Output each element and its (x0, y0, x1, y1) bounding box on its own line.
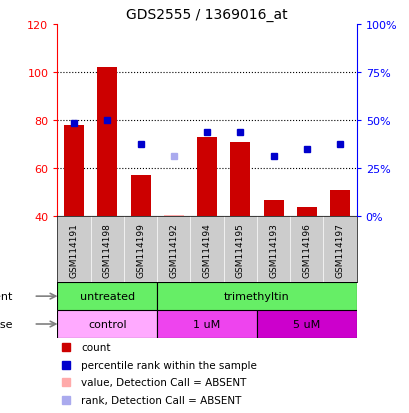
Text: GSM114191: GSM114191 (70, 222, 79, 277)
Bar (157, 310, 256, 338)
Text: percentile rank within the sample: percentile rank within the sample (81, 360, 256, 370)
Bar (57, 310, 157, 338)
Text: count: count (81, 342, 110, 352)
Text: agent: agent (0, 292, 13, 301)
Text: value, Detection Call = ABSENT: value, Detection Call = ABSENT (81, 377, 246, 387)
Bar (329, 190, 349, 217)
Bar (230, 142, 249, 217)
Bar (256, 310, 356, 338)
Bar (263, 200, 283, 217)
Text: GSM114197: GSM114197 (335, 222, 344, 277)
Bar (197, 138, 216, 217)
Bar (130, 176, 150, 217)
Text: 1 uM: 1 uM (193, 319, 220, 329)
Text: GSM114196: GSM114196 (301, 222, 310, 277)
Text: GSM114192: GSM114192 (169, 222, 178, 277)
Text: GSM114193: GSM114193 (268, 222, 277, 277)
Text: GSM114199: GSM114199 (136, 222, 145, 277)
Bar (64, 126, 84, 217)
Text: rank, Detection Call = ABSENT: rank, Detection Call = ABSENT (81, 395, 241, 405)
Text: dose: dose (0, 319, 13, 329)
Text: GSM114198: GSM114198 (103, 222, 112, 277)
Bar (57, 282, 157, 310)
Text: 5 uM: 5 uM (292, 319, 320, 329)
Title: GDS2555 / 1369016_at: GDS2555 / 1369016_at (126, 8, 287, 22)
Bar (157, 282, 356, 310)
Bar (296, 207, 316, 217)
Text: GSM114195: GSM114195 (235, 222, 244, 277)
Bar (164, 216, 183, 217)
Bar (97, 68, 117, 217)
Text: untreated: untreated (79, 292, 135, 301)
Text: control: control (88, 319, 126, 329)
Text: trimethyltin: trimethyltin (223, 292, 289, 301)
Text: GSM114194: GSM114194 (202, 222, 211, 277)
